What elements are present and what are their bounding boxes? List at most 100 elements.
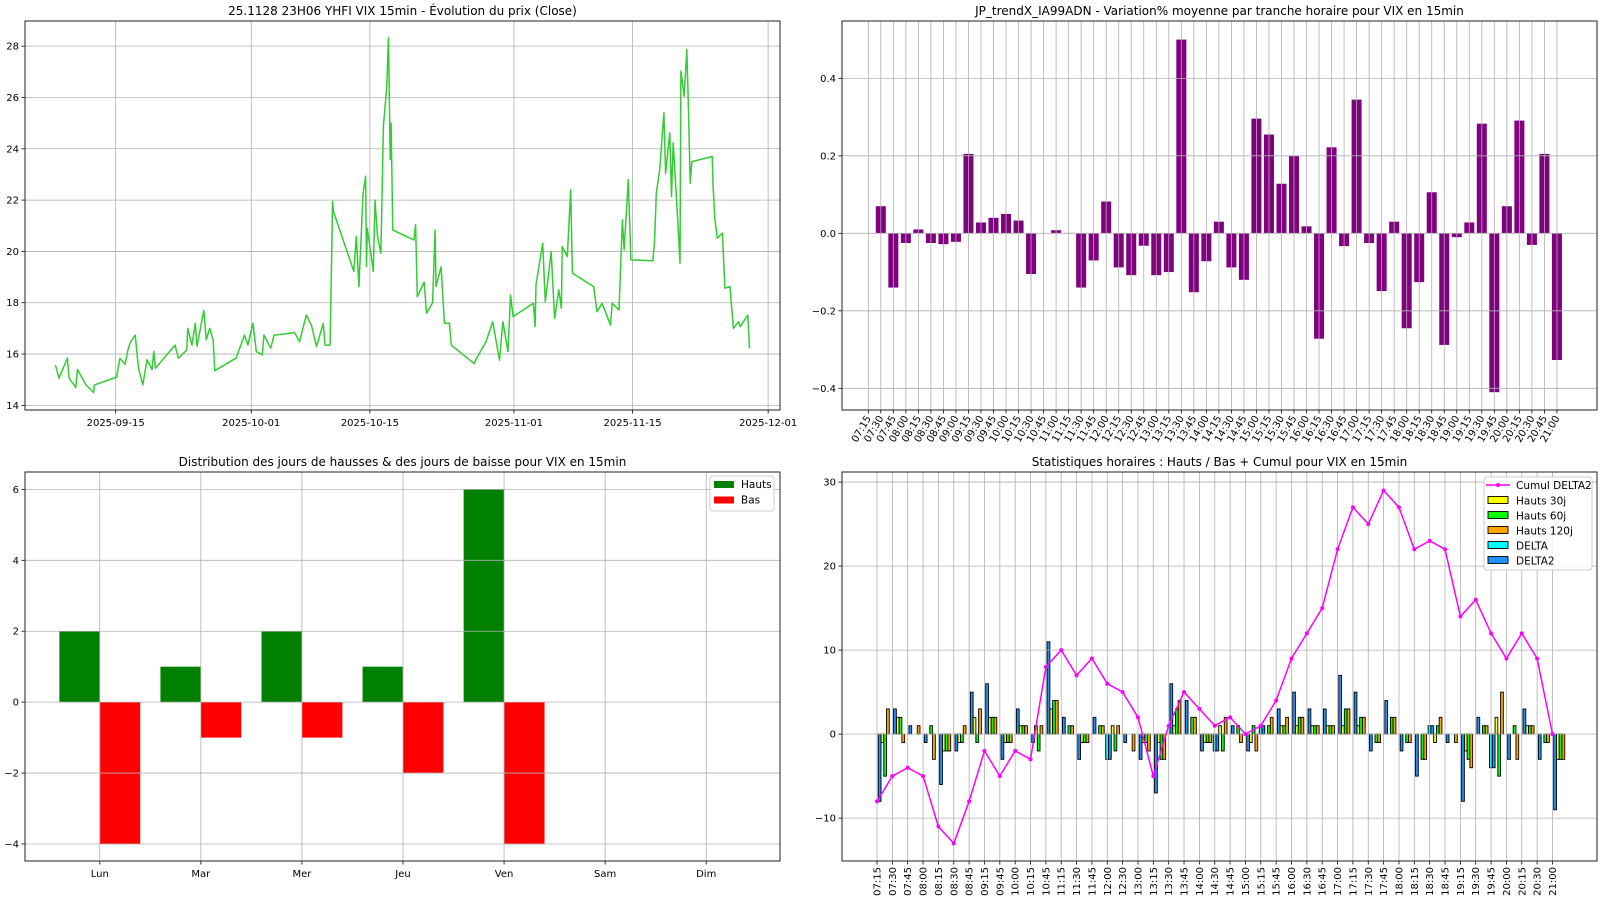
- chart-title: JP_trendX_IA99ADN - Variation% moyenne p…: [974, 4, 1464, 18]
- y-tick-label: 18: [6, 298, 19, 309]
- x-tick-label: Dim: [696, 869, 716, 880]
- cumul-delta2-point: [1504, 656, 1509, 661]
- y-tick-label: −0.2: [812, 306, 836, 317]
- y-tick-label: 30: [823, 478, 836, 489]
- cumul-delta2-point: [1473, 597, 1478, 602]
- x-tick-label: 17:30: [1364, 867, 1375, 896]
- x-tick-label: 13:45: [1180, 867, 1191, 896]
- bar-hauts-30j: [1110, 725, 1115, 735]
- bar-delta2: [908, 725, 913, 735]
- cumul-delta2-point: [905, 765, 910, 770]
- bar-delta2: [985, 683, 989, 735]
- cumul-delta2-point: [1105, 681, 1110, 686]
- x-tick-label: 11:30: [1072, 867, 1083, 896]
- bar-delta2: [1230, 725, 1235, 735]
- bar-delta2: [1138, 733, 1143, 760]
- x-tick-label: 11:15: [1057, 867, 1068, 896]
- x-tick-label: Jeu: [394, 869, 410, 880]
- bar-hauts-60j: [960, 733, 964, 743]
- x-tick-label: 19:45: [1487, 867, 1498, 896]
- bar-hauts-120j: [1116, 725, 1121, 735]
- legend-label: DELTA2: [1516, 556, 1555, 568]
- cumul-delta2-point: [1059, 648, 1064, 653]
- bar-hauts-120j: [1054, 700, 1059, 735]
- cumul-delta2-point: [936, 824, 941, 829]
- bar-bas: [301, 702, 343, 738]
- x-tick-label: 14:00: [1195, 867, 1206, 896]
- x-tick-label: Mer: [292, 869, 312, 880]
- chart-title: Distribution des jours de hausses & des …: [179, 455, 627, 469]
- bar-hauts-120j: [1423, 733, 1428, 760]
- x-tick-label: 2025-11-01: [485, 418, 543, 429]
- bar-delta2: [1123, 733, 1128, 743]
- x-tick-label: 15:00: [1241, 867, 1252, 896]
- x-tick-label: 18:15: [1410, 867, 1421, 896]
- bar-hauts-120j: [1438, 716, 1443, 735]
- bar-delta2: [1292, 691, 1296, 735]
- bar-delta2: [1077, 733, 1082, 760]
- bar-hauts-30j: [1218, 725, 1222, 735]
- y-tick-label: 20: [823, 562, 836, 573]
- y-tick-label: 0: [13, 698, 19, 709]
- bar-hauts-60j: [1036, 733, 1041, 752]
- cumul-delta2-point: [1304, 631, 1309, 636]
- bar-hauts-120j: [1100, 725, 1105, 735]
- bar-delta2: [1108, 733, 1112, 760]
- x-tick-label: 08:30: [949, 867, 960, 896]
- legend-swatch: [714, 496, 734, 504]
- cumul-delta2-point: [1350, 505, 1355, 510]
- cumul-delta2-point: [1320, 606, 1325, 611]
- bar-delta2: [1476, 716, 1481, 735]
- legend-label: Hauts 30j: [1516, 496, 1566, 508]
- bar-delta2: [877, 733, 882, 802]
- cumul-delta2-point: [1427, 538, 1432, 543]
- bar-delta2: [893, 708, 897, 735]
- bar-delta2: [969, 691, 974, 735]
- y-tick-label: 24: [6, 144, 19, 155]
- bar-hauts-120j: [1208, 733, 1213, 743]
- y-tick-label: 0.2: [820, 151, 836, 162]
- bar-hauts-120j: [1530, 725, 1535, 735]
- legend-label: DELTA: [1516, 541, 1549, 553]
- bar-hauts-120j: [1024, 725, 1028, 735]
- bar-hauts-120j: [993, 716, 998, 735]
- cumul-delta2-point: [967, 799, 972, 804]
- cumul-delta2-point: [1381, 488, 1386, 493]
- bar-delta2: [1322, 708, 1327, 735]
- bar-delta2: [923, 733, 928, 743]
- legend-marker: [1496, 483, 1500, 487]
- bar-delta2: [1369, 733, 1373, 752]
- cumul-delta2-point: [921, 774, 926, 779]
- bar-delta2: [939, 733, 943, 785]
- x-tick-label: 19:15: [1456, 867, 1467, 896]
- x-tick-label: Lun: [91, 869, 109, 880]
- x-tick-label: 09:45: [995, 867, 1006, 896]
- legend-swatch: [1487, 556, 1509, 564]
- bar-delta2: [1430, 725, 1435, 735]
- legend-swatch: [1487, 541, 1509, 549]
- bar-delta2: [1384, 700, 1389, 735]
- legend-frame: [1483, 476, 1593, 571]
- cumul-delta2-point: [1043, 664, 1048, 669]
- cumul-delta2-point: [875, 799, 880, 804]
- bar-hauts-120j: [1269, 716, 1274, 735]
- x-tick-label: 21:00: [1548, 867, 1559, 896]
- y-tick-label: 0: [830, 730, 836, 741]
- y-tick-label: 22: [6, 196, 19, 207]
- bar-hauts-60j: [975, 733, 980, 743]
- cumul-delta2-point: [1120, 690, 1125, 695]
- bar-bas: [200, 702, 242, 738]
- y-tick-label: 28: [6, 42, 19, 53]
- bar-hauts-120j: [1039, 725, 1044, 735]
- bar-hauts-120j: [901, 733, 906, 743]
- bar-hauts-120j: [886, 708, 890, 735]
- chart-title: 25.1128 23H06 YHFI VIX 15min - Évolution…: [228, 3, 577, 18]
- bar-hauts-120j: [1193, 716, 1197, 735]
- bar-hauts-120j: [1147, 733, 1151, 752]
- axes-frame: [24, 20, 781, 411]
- bar-hauts-120j: [1408, 733, 1412, 743]
- y-tick-label: −4: [4, 839, 19, 850]
- cumul-delta2-point: [1366, 522, 1371, 527]
- bar-hauts-120j: [932, 733, 936, 760]
